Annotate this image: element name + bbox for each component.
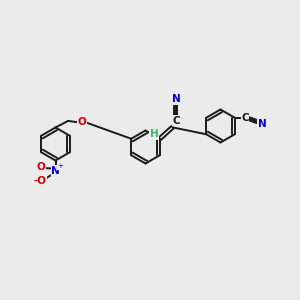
Text: O: O: [37, 162, 46, 172]
Text: N: N: [172, 94, 180, 104]
Text: N: N: [258, 119, 267, 129]
Text: +: +: [57, 163, 63, 169]
Text: O: O: [78, 117, 87, 128]
Text: N: N: [51, 166, 60, 176]
Text: H: H: [150, 129, 159, 139]
Text: C: C: [241, 113, 249, 123]
Text: -O: -O: [33, 176, 46, 186]
Text: C: C: [172, 116, 180, 126]
